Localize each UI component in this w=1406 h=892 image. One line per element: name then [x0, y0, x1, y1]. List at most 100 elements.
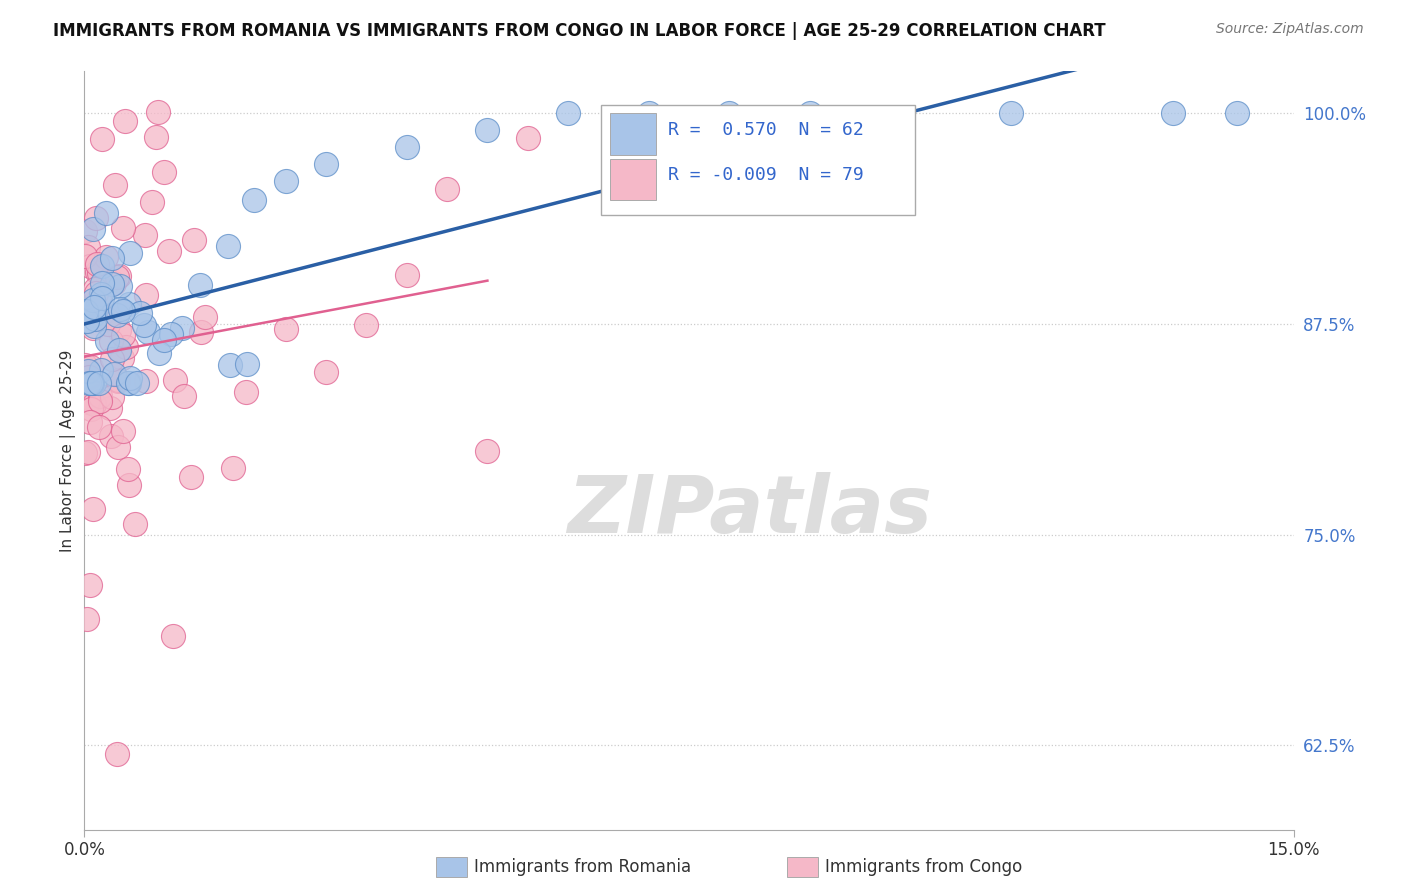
Point	[82, 321, 104, 335]
Point	[118, 376, 141, 390]
Point	[87, 420, 110, 434]
Point	[120, 246, 142, 260]
Point	[107, 373, 129, 387]
Point	[96, 206, 118, 220]
Point	[153, 334, 176, 348]
Point	[134, 227, 156, 242]
Point	[76, 363, 98, 377]
Point	[79, 359, 101, 374]
Point	[274, 174, 297, 188]
Point	[82, 293, 104, 307]
Point	[108, 343, 131, 357]
Text: R = -0.009  N = 79: R = -0.009 N = 79	[668, 166, 865, 185]
Point	[157, 244, 180, 258]
Text: IMMIGRANTS FROM ROMANIA VS IMMIGRANTS FROM CONGO IN LABOR FORCE | AGE 25-29 CORR: IMMIGRANTS FROM ROMANIA VS IMMIGRANTS FR…	[53, 22, 1107, 40]
Point	[152, 165, 174, 179]
Point	[516, 131, 538, 145]
Point	[243, 193, 266, 207]
Point	[79, 376, 101, 390]
Point	[76, 304, 98, 318]
Point	[107, 374, 129, 388]
Point	[76, 444, 98, 458]
Point	[84, 282, 107, 296]
Point	[79, 259, 101, 273]
Point	[124, 516, 146, 531]
Point	[112, 327, 135, 342]
Point	[82, 308, 104, 322]
Point	[83, 376, 105, 390]
Point	[159, 326, 181, 341]
Point	[90, 276, 112, 290]
Point	[84, 286, 107, 301]
Point	[190, 325, 212, 339]
Point	[86, 257, 108, 271]
Point	[1226, 106, 1249, 120]
Point	[101, 251, 124, 265]
Point	[96, 250, 118, 264]
Point	[148, 345, 170, 359]
Point	[100, 429, 122, 443]
Point	[117, 462, 139, 476]
Point	[274, 322, 297, 336]
Point	[75, 314, 97, 328]
Point	[162, 629, 184, 643]
Point	[89, 291, 111, 305]
Point	[97, 317, 120, 331]
Point	[82, 502, 104, 516]
Point	[190, 277, 212, 292]
Point	[114, 339, 136, 353]
Point	[315, 157, 337, 171]
Point	[100, 352, 122, 367]
Point	[315, 365, 337, 379]
Point	[83, 318, 105, 333]
Point	[90, 287, 112, 301]
Point	[84, 312, 107, 326]
Point	[117, 376, 139, 390]
Y-axis label: In Labor Force | Age 25-29: In Labor Force | Age 25-29	[60, 350, 76, 551]
Point	[103, 367, 125, 381]
Point	[89, 389, 111, 403]
Point	[145, 130, 167, 145]
Point	[86, 265, 108, 279]
Point	[100, 334, 122, 349]
Point	[79, 376, 101, 390]
Point	[96, 334, 118, 349]
Point	[73, 446, 96, 460]
Point	[75, 304, 97, 318]
Point	[170, 321, 193, 335]
Point	[89, 266, 111, 280]
Point	[165, 373, 187, 387]
Point	[132, 318, 155, 333]
Point	[79, 415, 101, 429]
Point	[637, 106, 659, 120]
Point	[108, 323, 131, 337]
Point	[73, 358, 96, 372]
Point	[91, 132, 114, 146]
Text: R =  0.570  N = 62: R = 0.570 N = 62	[668, 120, 865, 139]
Point	[82, 309, 104, 323]
Point	[395, 268, 418, 282]
Point	[217, 239, 239, 253]
Point	[194, 310, 217, 325]
Point	[107, 308, 129, 322]
Point	[104, 178, 127, 192]
Point	[879, 123, 901, 137]
Point	[183, 233, 205, 247]
Point	[80, 402, 103, 417]
Point	[136, 325, 159, 339]
Point	[395, 140, 418, 154]
Point	[180, 469, 202, 483]
Text: Source: ZipAtlas.com: Source: ZipAtlas.com	[1216, 22, 1364, 37]
Point	[83, 396, 105, 410]
Point	[84, 211, 107, 226]
Point	[108, 302, 131, 317]
Point	[557, 106, 579, 120]
Point	[89, 394, 111, 409]
Point	[477, 123, 499, 137]
Text: Immigrants from Romania: Immigrants from Romania	[474, 858, 690, 876]
Point	[82, 221, 104, 235]
Point	[718, 106, 741, 120]
Point	[76, 395, 98, 409]
Point	[477, 443, 499, 458]
Point	[105, 270, 128, 285]
